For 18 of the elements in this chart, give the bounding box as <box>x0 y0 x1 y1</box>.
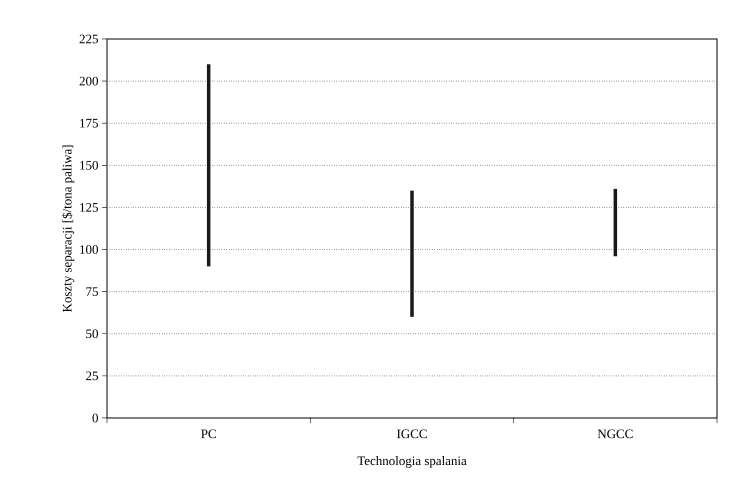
y-tick-label: 75 <box>86 287 98 296</box>
y-tick-label: 25 <box>86 372 98 380</box>
x-axis-title: Technologia spalania <box>357 456 467 468</box>
bar <box>410 190 414 317</box>
y-tick-label: 50 <box>86 329 98 338</box>
y-tick-label: 125 <box>80 203 98 212</box>
bar <box>206 64 210 266</box>
y-tick-label: 200 <box>80 76 98 86</box>
y-tick-label: 225 <box>80 34 98 44</box>
x-tick-label: NGCC <box>598 430 633 438</box>
x-tick-label: IGCC <box>397 430 427 438</box>
y-tick-label: 100 <box>80 245 98 254</box>
y-axis-title: Koszty separacji [$/tona paliwa] <box>62 145 74 312</box>
y-tick-label: 175 <box>80 118 98 128</box>
y-tick-label: 150 <box>80 160 98 170</box>
bar <box>614 188 618 256</box>
y-tick-label: 0 <box>92 414 98 422</box>
x-tick-label: PC <box>201 430 216 438</box>
